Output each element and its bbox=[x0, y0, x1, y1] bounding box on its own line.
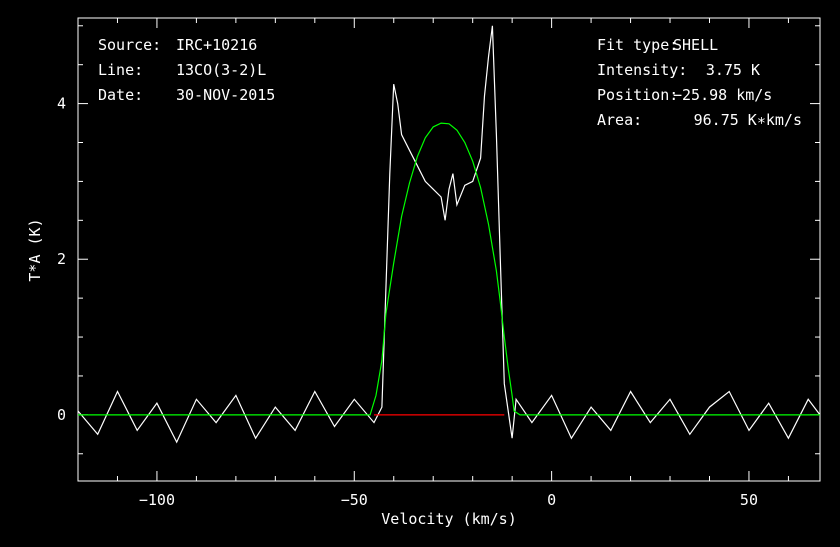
x-tick-label: 0 bbox=[547, 491, 556, 509]
area-value: 96.75 K∗km/s bbox=[694, 111, 802, 129]
x-tick-label: −50 bbox=[341, 491, 368, 509]
area-label: Area: bbox=[597, 111, 642, 129]
x-axis-label: Velocity (km/s) bbox=[381, 510, 516, 528]
intensity-value: 3.75 K bbox=[706, 61, 760, 79]
line-value: 13CO(3-2)L bbox=[176, 61, 266, 79]
y-tick-label: 4 bbox=[57, 95, 66, 113]
fit-type-value: SHELL bbox=[673, 36, 718, 54]
position-value: −25.98 km/s bbox=[673, 86, 772, 104]
source-value: IRC+10216 bbox=[176, 36, 257, 54]
source-label: Source: bbox=[98, 36, 161, 54]
position-label: Position: bbox=[597, 86, 678, 104]
fit-type-label: Fit type: bbox=[597, 36, 678, 54]
series-line-1 bbox=[78, 122, 820, 416]
date-value: 30-NOV-2015 bbox=[176, 86, 275, 104]
series-line-0 bbox=[77, 25, 821, 444]
x-tick-label: −100 bbox=[139, 491, 175, 509]
x-tick-label: 50 bbox=[740, 491, 758, 509]
y-axis-label: T*A (K) bbox=[26, 218, 44, 281]
y-tick-label: 0 bbox=[57, 406, 66, 424]
line-label: Line: bbox=[98, 61, 143, 79]
plot-frame bbox=[77, 17, 821, 482]
y-tick-label: 2 bbox=[57, 250, 66, 268]
date-label: Date: bbox=[98, 86, 143, 104]
intensity-label: Intensity: bbox=[597, 61, 687, 79]
